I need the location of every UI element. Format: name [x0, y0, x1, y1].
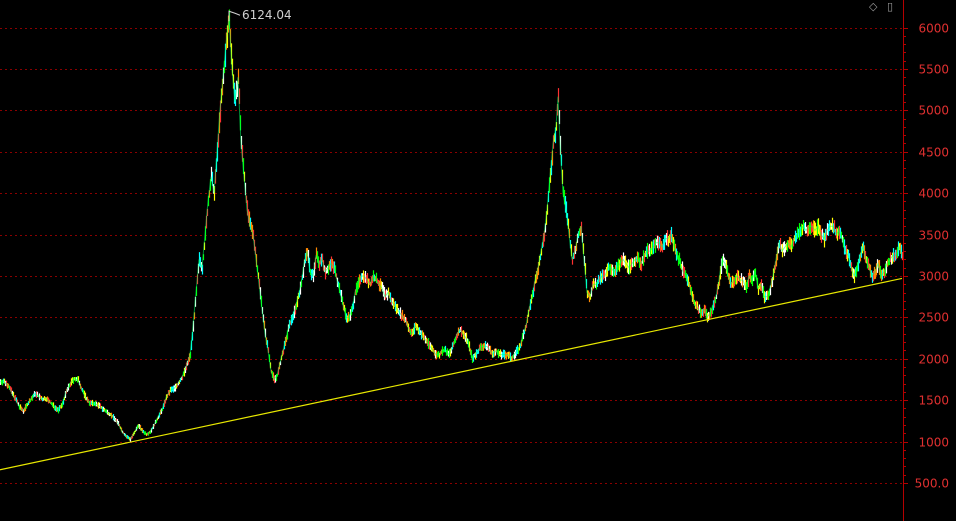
y-tick-label: 5500	[918, 63, 949, 77]
peak-marker	[228, 10, 241, 22]
y-tick-label: 3500	[918, 229, 949, 243]
y-tick-label: 500.0	[915, 477, 949, 491]
y-tick-label: 4500	[918, 146, 949, 160]
y-tick-label: 2500	[918, 311, 949, 325]
diamond-icon[interactable]: ◇	[869, 0, 878, 13]
y-tick-label: 5000	[918, 104, 949, 118]
trendline-layer	[0, 277, 903, 471]
y-axis: 500.0 1000 1500 2000 2500 3000 3500 4000 4500 500…	[903, 0, 949, 521]
panel-toggle-icon[interactable]: ▯	[887, 0, 894, 13]
y-tick-label: 4000	[918, 187, 949, 201]
y-tick-label: 3000	[918, 270, 949, 284]
y-tick-label: 1500	[918, 394, 949, 408]
y-tick-label: 6000	[918, 22, 949, 36]
peak-label: 6124.04	[242, 8, 292, 22]
grid-lines	[0, 28, 903, 484]
price-line	[0, 17, 903, 440]
y-tick-label: 2000	[918, 353, 949, 367]
price-series	[0, 9, 904, 442]
support-trendline	[0, 277, 903, 471]
annotations: 6124.04	[228, 8, 292, 22]
y-tick-label: 1000	[918, 436, 949, 450]
